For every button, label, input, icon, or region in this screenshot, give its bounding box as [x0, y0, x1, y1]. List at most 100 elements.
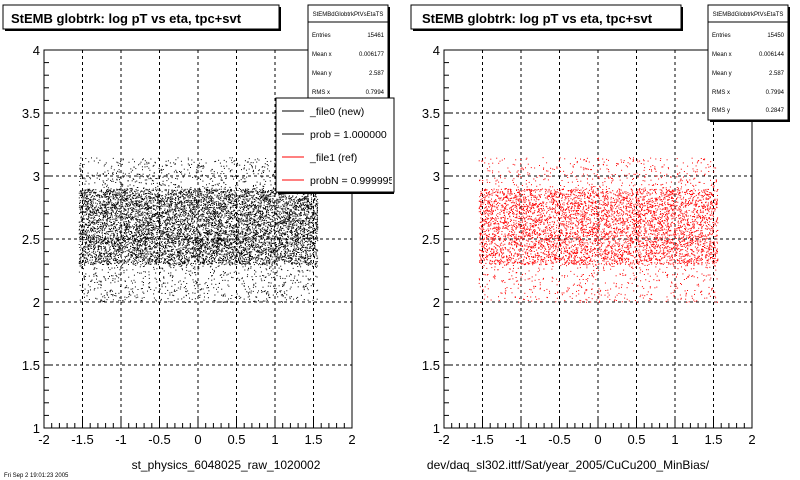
- left-scatter-point: [110, 234, 112, 236]
- left-scatter-point: [258, 197, 259, 199]
- left-scatter-point: [274, 252, 276, 254]
- left-scatter-point: [93, 210, 95, 212]
- left-scatter-point: [121, 204, 123, 205]
- left-scatter-point: [119, 225, 121, 227]
- left-scatter-point: [144, 163, 146, 165]
- left-scatter-point: [155, 200, 157, 201]
- left-scatter-point: [200, 246, 202, 247]
- left-scatter-point: [190, 209, 191, 211]
- left-scatter-point: [171, 219, 173, 221]
- left-scatter-point: [231, 159, 232, 161]
- left-scatter-point: [265, 191, 267, 193]
- left-scatter-point: [133, 228, 134, 230]
- left-scatter-point: [287, 215, 289, 217]
- left-scatter-point: [154, 193, 156, 195]
- left-scatter-point: [246, 214, 248, 216]
- left-scatter-point: [107, 178, 109, 180]
- left-scatter-point: [248, 205, 250, 206]
- left-scatter-point: [168, 190, 169, 192]
- left-scatter-point: [107, 217, 108, 219]
- left-scatter-point: [255, 261, 257, 263]
- left-scatter-point: [138, 235, 139, 237]
- left-scatter-point: [126, 250, 128, 252]
- left-scatter-point: [203, 239, 205, 241]
- left-scatter-point: [125, 209, 127, 211]
- left-scatter-point: [117, 213, 119, 214]
- left-scatter-point: [315, 238, 317, 240]
- left-scatter-point: [249, 246, 250, 248]
- left-scatter-point: [79, 191, 81, 192]
- left-scatter-point: [225, 231, 227, 233]
- left-scatter-point: [297, 240, 299, 242]
- left-scatter-point: [122, 263, 124, 265]
- left-scatter-point: [178, 248, 180, 250]
- left-scatter-point: [225, 272, 226, 274]
- left-scatter-point: [257, 158, 259, 160]
- left-scatter-point: [91, 217, 93, 219]
- left-scatter-point: [141, 288, 143, 289]
- left-scatter-point: [219, 202, 221, 204]
- left-scatter-point: [253, 228, 255, 230]
- left-scatter-point: [157, 260, 159, 262]
- left-scatter-point: [133, 223, 135, 225]
- left-scatter-point: [257, 191, 259, 193]
- left-scatter-point: [198, 225, 200, 227]
- left-scatter-point: [87, 194, 89, 196]
- left-scatter-point: [213, 239, 215, 241]
- left-scatter-point: [79, 265, 81, 267]
- left-scatter-point: [187, 233, 189, 235]
- left-scatter-point: [175, 207, 177, 209]
- left-scatter-point: [237, 277, 239, 279]
- left-scatter-point: [219, 224, 221, 226]
- left-scatter-point: [145, 246, 146, 248]
- left-scatter-point: [136, 231, 138, 233]
- left-scatter-point: [274, 261, 276, 263]
- left-scatter-point: [286, 275, 288, 277]
- left-scatter-point: [255, 239, 257, 241]
- left-scatter-point: [250, 292, 252, 294]
- left-scatter-point: [158, 232, 160, 234]
- left-scatter-point: [95, 254, 97, 255]
- left-scatter-point: [194, 247, 196, 249]
- left-scatter-point: [274, 221, 276, 223]
- left-scatter-point: [132, 209, 134, 211]
- left-scatter-point: [185, 262, 187, 264]
- left-scatter-point: [219, 274, 221, 276]
- left-scatter-point: [233, 178, 234, 180]
- left-scatter-point: [246, 251, 248, 253]
- left-scatter-point: [188, 200, 190, 202]
- left-scatter-point: [298, 256, 300, 258]
- left-scatter-point: [204, 196, 206, 198]
- left-scatter-point: [101, 232, 103, 234]
- left-scatter-point: [195, 237, 197, 239]
- left-scatter-point: [248, 193, 250, 195]
- left-scatter-point: [299, 200, 301, 202]
- left-scatter-point: [153, 244, 155, 246]
- left-scatter-point: [119, 199, 121, 201]
- left-scatter-point: [83, 254, 85, 256]
- left-scatter-point: [247, 292, 249, 294]
- left-scatter-point: [267, 207, 269, 209]
- left-scatter-point: [196, 203, 198, 205]
- left-scatter-point: [269, 221, 271, 223]
- left-scatter-point: [86, 229, 87, 231]
- left-scatter-point: [209, 202, 210, 203]
- left-scatter-point: [252, 209, 254, 211]
- left-scatter-point: [190, 252, 192, 254]
- left-scatter-point: [140, 261, 142, 262]
- left-scatter-point: [169, 265, 171, 267]
- left-scatter-point: [308, 205, 310, 207]
- left-scatter-point: [138, 200, 140, 202]
- left-scatter-point: [251, 196, 253, 198]
- left-scatter-point: [165, 197, 167, 199]
- left-scatter-point: [205, 282, 207, 283]
- left-scatter-point: [204, 250, 206, 252]
- left-scatter-point: [190, 202, 192, 204]
- left-scatter-point: [183, 228, 185, 230]
- left-scatter-point: [235, 193, 237, 195]
- left-scatter-point: [87, 222, 89, 224]
- left-scatter-point: [244, 203, 245, 205]
- left-scatter-point: [222, 250, 224, 252]
- left-scatter-point: [253, 232, 255, 233]
- left-scatter-point: [130, 248, 132, 250]
